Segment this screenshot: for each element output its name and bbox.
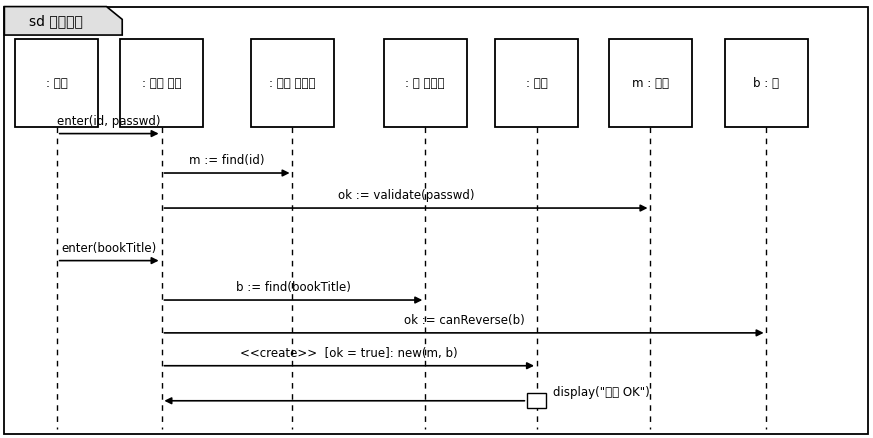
Text: m : 회원: m : 회원 bbox=[632, 77, 669, 90]
Text: m := find(id): m := find(id) bbox=[189, 154, 265, 167]
Text: ok := canReverse(b): ok := canReverse(b) bbox=[403, 314, 525, 327]
Text: ok := validate(passwd): ok := validate(passwd) bbox=[338, 189, 474, 202]
Text: : 책 리스트: : 책 리스트 bbox=[405, 77, 445, 90]
Text: <<create>>  [ok = true]: new(m, b): <<create>> [ok = true]: new(m, b) bbox=[240, 347, 458, 360]
Text: display("대여 OK"): display("대여 OK") bbox=[553, 385, 650, 399]
Text: sd 도서대여: sd 도서대여 bbox=[30, 14, 83, 28]
Bar bbox=[725, 39, 808, 127]
Bar bbox=[527, 393, 546, 408]
Text: : 대여 화면: : 대여 화면 bbox=[141, 77, 182, 90]
Text: : 사서: : 사서 bbox=[46, 77, 67, 90]
Text: : 대여: : 대여 bbox=[526, 77, 547, 90]
Text: b : 책: b : 책 bbox=[753, 77, 780, 90]
Bar bbox=[496, 39, 578, 127]
Bar bbox=[16, 39, 99, 127]
Text: : 회원 리스트: : 회원 리스트 bbox=[269, 77, 316, 90]
Bar bbox=[609, 39, 691, 127]
Polygon shape bbox=[4, 7, 122, 35]
Bar bbox=[120, 39, 203, 127]
Text: enter(bookTitle): enter(bookTitle) bbox=[61, 242, 157, 255]
Text: enter(id, passwd): enter(id, passwd) bbox=[58, 115, 161, 128]
Text: b := find(bookTitle): b := find(bookTitle) bbox=[236, 281, 351, 294]
Bar bbox=[251, 39, 334, 127]
Bar bbox=[384, 39, 466, 127]
